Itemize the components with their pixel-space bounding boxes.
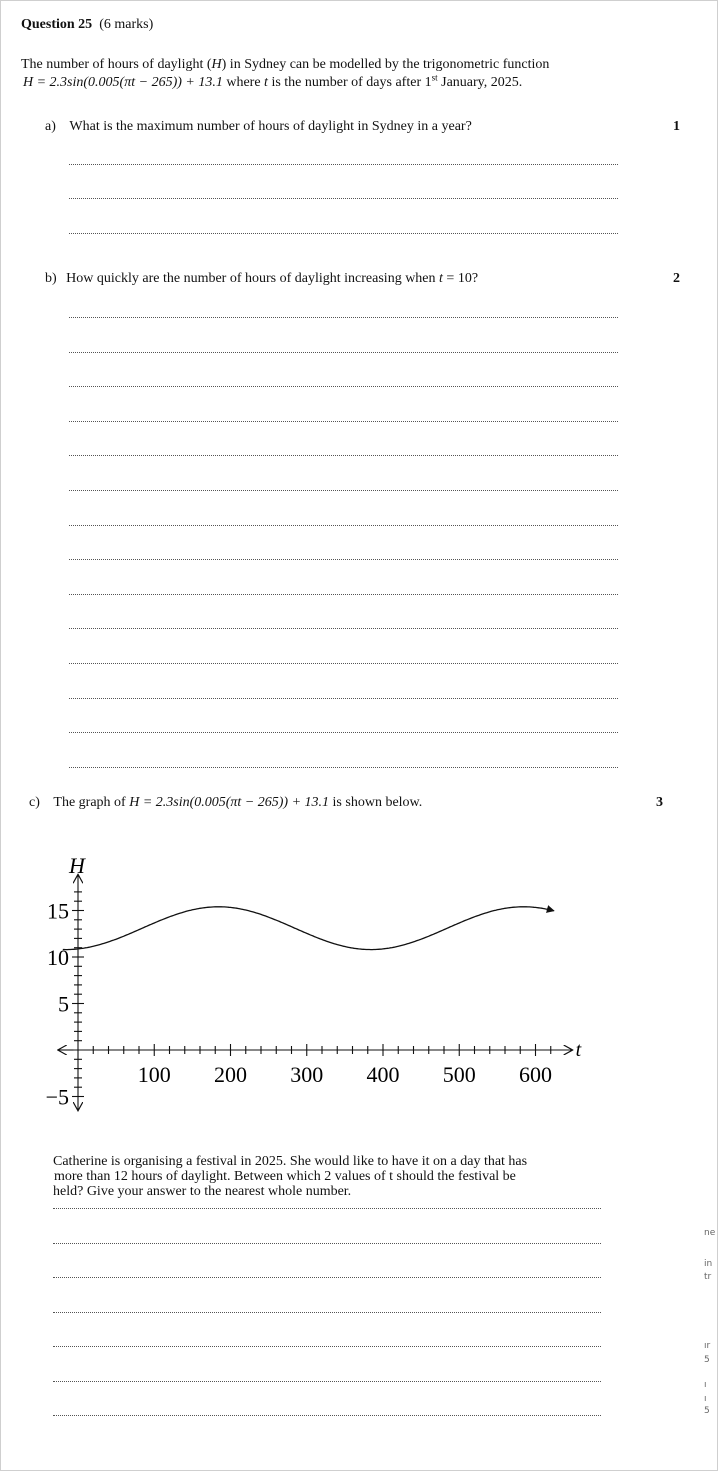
daylight-graph: 100 200 300 400 500 600 −5 5 10 15 H t xyxy=(46,853,582,1121)
intro-text-4: January, 2025. xyxy=(441,75,523,90)
answer-line[interactable] xyxy=(69,732,618,734)
intro-var-t: t xyxy=(264,75,268,90)
axes xyxy=(59,875,572,1110)
tick-marks xyxy=(72,891,552,1098)
part-a-text: What is the maximum number of hours of d… xyxy=(69,119,472,134)
part-b-marks: 2 xyxy=(673,271,680,286)
intro-where: where xyxy=(226,75,261,90)
part-c-paragraph: Catherine is organising a festival in 20… xyxy=(53,1154,623,1199)
answer-line[interactable] xyxy=(69,524,618,526)
answer-line[interactable] xyxy=(69,420,618,422)
part-b-label: b) xyxy=(45,271,57,286)
question-marks: (6 marks) xyxy=(99,17,154,32)
answer-line[interactable] xyxy=(53,1346,601,1347)
part-b-text: How quickly are the number of hours of d… xyxy=(66,271,436,286)
x-tick-label: 500 xyxy=(443,1062,476,1087)
answer-line[interactable] xyxy=(69,386,618,388)
intro-text-3: is the number of days after 1 xyxy=(271,75,432,90)
part-b-var: t xyxy=(439,271,443,286)
answer-line[interactable] xyxy=(53,1208,601,1209)
question-intro: The number of hours of daylight (H) in S… xyxy=(21,56,661,92)
edge-fragment: 5 xyxy=(704,1406,710,1416)
question-title: Question 25 xyxy=(21,17,93,32)
y-tick-label: 5 xyxy=(58,992,69,1017)
y-axis-label: H xyxy=(68,853,86,878)
part-c-marks: 3 xyxy=(656,795,663,810)
answer-line[interactable] xyxy=(53,1380,601,1382)
part-b-eq: = 10? xyxy=(446,271,479,286)
part-c-paragraph-line-2: more than 12 hours of daylight. Between … xyxy=(54,1169,516,1184)
y-tick-label: 15 xyxy=(47,899,69,924)
x-axis-label: t xyxy=(576,1039,582,1061)
intro-var-h: H xyxy=(211,57,222,72)
part-c-label: c) xyxy=(29,795,40,810)
part-c-text-post: is shown below. xyxy=(332,795,423,810)
answer-line[interactable] xyxy=(69,697,618,699)
answer-line[interactable] xyxy=(69,164,618,165)
part-c-text-pre: The graph of xyxy=(53,795,126,810)
question-heading: Question 25 (6 marks) xyxy=(21,17,153,33)
answer-line[interactable] xyxy=(69,559,618,561)
x-tick-label: 200 xyxy=(214,1062,247,1087)
answer-line[interactable] xyxy=(69,317,618,318)
part-c-question: c) The graph of H = 2.3sin(0.005(πt − 26… xyxy=(29,795,422,811)
part-c-paragraph-line-1: Catherine is organising a festival in 20… xyxy=(53,1154,528,1169)
edge-fragment: ne xyxy=(704,1228,716,1238)
x-tick-label: 100 xyxy=(138,1062,171,1087)
answer-line[interactable] xyxy=(53,1277,601,1278)
edge-fragment: ı xyxy=(704,1394,707,1404)
part-b-question: b) How quickly are the number of hours o… xyxy=(45,271,478,287)
answer-line[interactable] xyxy=(69,198,618,199)
edge-fragment: tr xyxy=(704,1272,712,1282)
y-tick-label: −5 xyxy=(46,1085,69,1110)
x-tick-label: 300 xyxy=(290,1062,323,1087)
edge-fragment: 5 xyxy=(704,1355,710,1365)
answer-line[interactable] xyxy=(69,351,618,353)
answer-line[interactable] xyxy=(69,663,618,664)
edge-fragment: in xyxy=(704,1259,713,1269)
answer-line[interactable] xyxy=(69,593,618,595)
intro-sup: st xyxy=(431,72,438,83)
intro-formula: H = 2.3sin(0.005(πt − 265)) + 13.1 xyxy=(23,75,223,90)
answer-line[interactable] xyxy=(53,1311,601,1313)
answer-line[interactable] xyxy=(69,455,618,457)
x-tick-label: 600 xyxy=(519,1062,552,1087)
part-c-paragraph-line-3: held? Give your answer to the nearest wh… xyxy=(53,1184,352,1199)
part-a-label: a) xyxy=(45,119,56,134)
answer-line[interactable] xyxy=(69,233,618,234)
answer-line[interactable] xyxy=(69,490,618,491)
intro-text-2: ) in Sydney can be modelled by the trigo… xyxy=(221,57,550,72)
answer-line[interactable] xyxy=(53,1415,601,1416)
x-tick-label: 400 xyxy=(367,1062,400,1087)
part-c-formula: H = 2.3sin(0.005(πt − 265)) + 13.1 xyxy=(129,795,330,810)
answer-line[interactable] xyxy=(69,628,618,630)
tick-labels: 100 200 300 400 500 600 −5 5 10 15 xyxy=(46,899,552,1110)
intro-text-1: The number of hours of daylight ( xyxy=(21,57,212,72)
answer-line[interactable] xyxy=(69,766,618,768)
edge-fragment: ı xyxy=(704,1380,707,1390)
part-a-question: a) What is the maximum number of hours o… xyxy=(45,119,472,135)
part-a-marks: 1 xyxy=(673,119,680,134)
edge-fragment: ır xyxy=(704,1341,711,1351)
daylight-curve xyxy=(62,905,555,951)
answer-line[interactable] xyxy=(53,1242,601,1244)
y-tick-label: 10 xyxy=(47,945,69,970)
